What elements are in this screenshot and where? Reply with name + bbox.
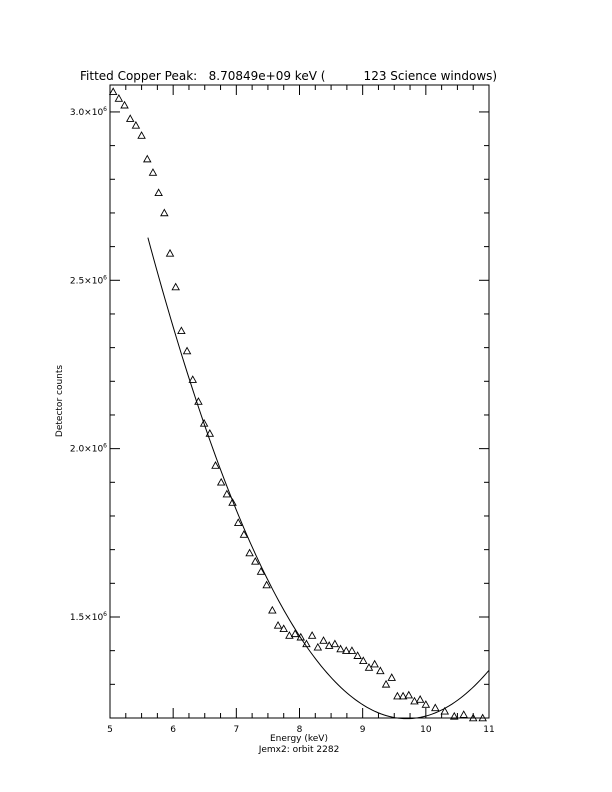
x-tick-labels: 5 6 7 8 9 10 11: [107, 725, 495, 735]
data-point: [194, 397, 203, 405]
y-tick-label: 2.0×106: [70, 443, 107, 455]
data-point: [108, 87, 118, 95]
data-point: [353, 651, 362, 659]
y-tick-exponent: 6: [103, 274, 107, 281]
data-point: [393, 691, 402, 700]
data-point: [137, 131, 146, 139]
data-point: [273, 620, 283, 629]
data-point: [199, 418, 209, 427]
data-point: [313, 642, 323, 651]
data-point: [376, 666, 385, 675]
data-point: [245, 548, 254, 557]
data-point: [410, 696, 419, 705]
data-point: [285, 631, 294, 639]
plot-frame: [109, 84, 490, 719]
y-tick-mantissa: 2.5×10: [70, 276, 104, 286]
data-point: [336, 644, 345, 653]
data-point: [160, 208, 169, 217]
x-tick-label: 9: [360, 725, 366, 735]
data-point: [319, 636, 328, 644]
chart-title: Fitted Copper Peak: 8.70849e+09 keV ( 12…: [80, 69, 497, 83]
data-point: [324, 641, 334, 649]
data-point: [205, 429, 215, 437]
data-points: [108, 87, 487, 722]
data-point: [404, 690, 414, 699]
data-point: [459, 710, 468, 718]
y-tick-mantissa: 3.0×10: [70, 108, 104, 118]
x-tick-label: 7: [233, 725, 239, 735]
data-point: [307, 631, 317, 639]
data-point: [239, 530, 249, 538]
data-point: [148, 168, 158, 176]
data-point: [114, 94, 124, 102]
data-point: [370, 659, 379, 668]
data-point: [398, 691, 408, 700]
y-tick-exponent: 6: [103, 106, 107, 113]
data-point: [449, 711, 459, 720]
data-point: [228, 498, 237, 506]
data-point: [440, 706, 450, 715]
data-point: [296, 632, 306, 641]
y-tick-label: 1.5×106: [70, 611, 107, 623]
data-point: [177, 326, 186, 335]
data-point: [431, 703, 440, 712]
data-point: [188, 375, 198, 383]
data-point: [182, 346, 192, 355]
data-point: [290, 629, 300, 638]
data-point: [120, 100, 129, 109]
y-axis-label: Detector counts: [55, 365, 65, 437]
data-point: [302, 639, 311, 648]
x-axis-label: Energy (keV): [270, 734, 328, 744]
data-point: [347, 646, 357, 654]
data-point: [171, 282, 180, 291]
data-point: [154, 188, 163, 196]
data-point: [251, 557, 260, 565]
fit-curve: [147, 237, 490, 720]
data-point: [415, 695, 425, 703]
data-point: [216, 477, 226, 486]
data-point: [211, 461, 220, 469]
data-point: [359, 656, 368, 665]
data-point: [143, 154, 152, 163]
y-tick-exponent: 6: [103, 611, 107, 618]
data-point: [387, 673, 396, 681]
data-point: [125, 114, 135, 122]
x-tick-label: 11: [483, 725, 494, 735]
chart-subtitle: Jemx2: orbit 2282: [258, 745, 340, 755]
x-tick-label: 10: [420, 725, 432, 735]
data-point: [279, 624, 288, 633]
y-tick-mantissa: 1.5×10: [70, 613, 104, 623]
data-point: [131, 120, 141, 129]
y-tick-mantissa: 2.0×10: [70, 445, 104, 455]
data-point: [381, 679, 391, 688]
x-tick-label: 8: [297, 725, 303, 735]
y-tick-exponent: 6: [103, 443, 107, 450]
data-point: [468, 713, 478, 722]
data-point: [256, 567, 266, 575]
axis-ticks: [109, 85, 490, 718]
x-tick-label: 6: [170, 725, 176, 735]
x-tick-label: 5: [107, 725, 113, 735]
data-point: [222, 489, 232, 498]
data-point: [268, 605, 277, 614]
data-point: [233, 518, 243, 526]
data-point: [330, 639, 340, 648]
data-point: [478, 713, 487, 722]
data-point: [421, 700, 431, 708]
y-tick-label: 3.0×106: [70, 106, 107, 118]
data-point: [165, 248, 175, 257]
data-point: [262, 580, 271, 589]
y-tick-label: 2.5×106: [70, 274, 107, 286]
data-point: [341, 646, 351, 654]
